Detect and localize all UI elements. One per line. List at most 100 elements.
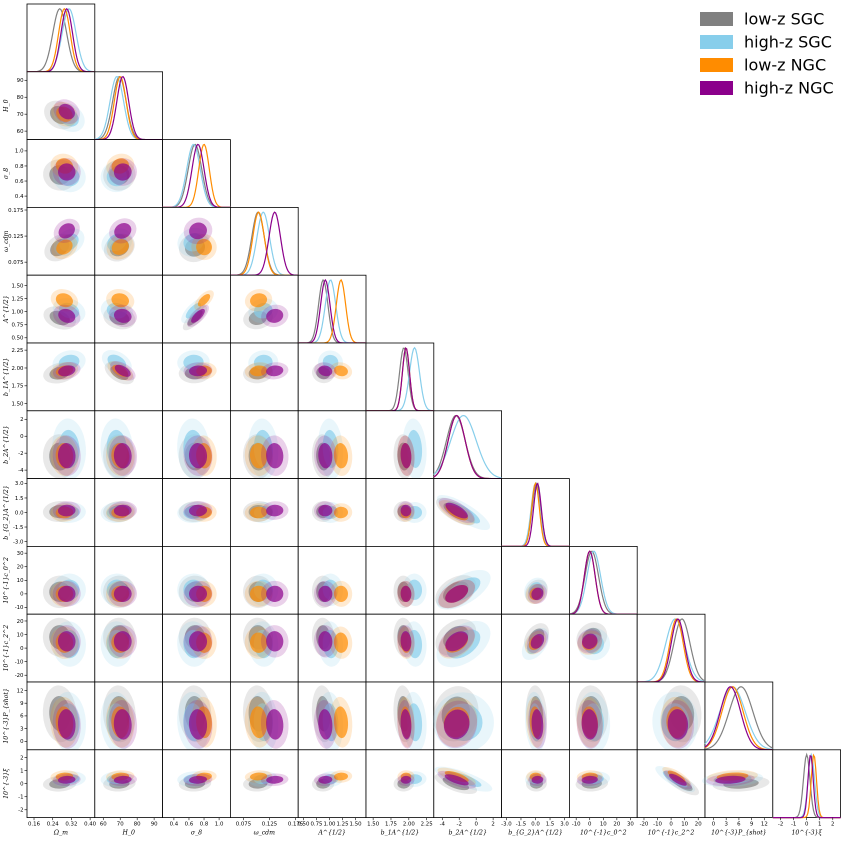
y-tick-label: 0.8 xyxy=(15,164,24,170)
panel-1d-2 xyxy=(162,139,231,208)
contour-68-3 xyxy=(113,585,132,602)
y-tick-label: 10 xyxy=(17,632,24,638)
panel-2d-10-0: 0 3 6 9 12 10^{-3}P_{shot} xyxy=(3,681,96,753)
contour-68-3 xyxy=(400,631,412,652)
contour-68-2 xyxy=(196,238,212,256)
panel-2d-11-7: -3.0 -1.5 0.0 1.5 3.0 b_{G_2}A^{1/2} xyxy=(501,749,570,837)
contour-68-3 xyxy=(114,364,131,377)
contour-68-3 xyxy=(400,585,412,602)
y-tick-label: 2 xyxy=(20,755,23,761)
x-tick-label: 10 xyxy=(681,822,688,828)
contour-68-3 xyxy=(318,443,333,469)
y-tick-label: 1.75 xyxy=(11,384,23,390)
x-tick-label: 6 xyxy=(737,822,741,828)
y-tick-label: 1.50 xyxy=(11,283,24,289)
y-tick-label: 0.075 xyxy=(8,260,23,266)
panel-2d-9-3 xyxy=(229,613,299,683)
legend-label: high-z SGC xyxy=(744,33,832,52)
contour-68-2 xyxy=(334,365,348,377)
panel-2d-11-0: 0.16 0.24 0.32 0.40 Ω_m -2 -1 0 1 2 10^{-3}ξ xyxy=(3,749,97,837)
contour-68-3 xyxy=(443,709,470,740)
contour-68-3 xyxy=(57,443,76,469)
panel-2d-10-5 xyxy=(365,681,435,753)
panel-2d-8-2 xyxy=(162,546,231,615)
y-axis-label: 10^{-1}c_2^2 xyxy=(3,625,10,672)
y-tick-label: 3.0 xyxy=(15,481,24,487)
x-tick-label: 0.0 xyxy=(531,822,540,828)
x-tick-label: 0.8 xyxy=(200,822,209,828)
x-tick-label: 0.16 xyxy=(28,822,41,828)
x-axis-label: 10^{-1}c_0^2 xyxy=(580,830,627,837)
y-tick-label: 0.50 xyxy=(11,336,24,342)
y-tick-label: 0.75 xyxy=(11,323,23,329)
contour-68-2 xyxy=(333,585,349,602)
contour-68-3 xyxy=(531,775,544,784)
contour-68-3 xyxy=(57,775,76,784)
y-tick-label: -20 xyxy=(15,673,24,679)
contour-68-3 xyxy=(57,709,76,740)
contour-68-3 xyxy=(58,365,76,377)
contour-68-2 xyxy=(111,239,129,255)
legend-label: low-z SGC xyxy=(744,10,824,29)
contour-68-3 xyxy=(113,163,132,181)
y-tick-label: 0.4 xyxy=(15,194,24,200)
y-tick-label: -1 xyxy=(18,795,23,801)
panels-layer: 60708090H_00.40.60.81.0σ_80.0750.1250.17… xyxy=(3,3,841,837)
y-tick-label: 0.0 xyxy=(15,510,24,516)
panel-2d-11-5: 1.50 1.75 2.00 2.25b_1A^{1/2} xyxy=(365,749,435,837)
y-tick-label: 9 xyxy=(20,701,24,707)
panel-1d-5 xyxy=(365,342,435,412)
x-axis-label: σ_8 xyxy=(191,830,202,837)
panel-2d-10-3 xyxy=(229,681,299,753)
contour-68-3 xyxy=(400,775,412,784)
y-tick-label: 12 xyxy=(17,688,24,694)
y-tick-label: 1.5 xyxy=(15,496,24,502)
contour-68-2 xyxy=(55,293,73,308)
panel-2d-11-3: 0.075 0.125 0.175 ω_cdm xyxy=(229,749,303,837)
x-tick-label: 1.0 xyxy=(215,822,224,828)
x-tick-label: -4 xyxy=(440,822,446,828)
x-tick-label: 20 xyxy=(695,822,702,828)
contour-68-3 xyxy=(113,709,132,740)
contour-68-2 xyxy=(333,632,349,653)
contour-68-2 xyxy=(333,706,349,739)
panel-2d-7-4 xyxy=(297,478,367,547)
contour-68-2 xyxy=(249,772,268,781)
contour-68-3 xyxy=(400,504,412,517)
legend-swatch xyxy=(700,81,733,95)
contour-68-3 xyxy=(188,504,208,517)
x-axis-label: b_{G_2}A^{1/2} xyxy=(508,830,562,837)
x-tick-label: 3 xyxy=(724,822,727,828)
panel-frame xyxy=(94,410,164,479)
y-axis-label: A^{1/2} xyxy=(3,295,10,324)
panel-2d-1-0: 60 70 80 90 H_0 xyxy=(3,71,96,141)
y-tick-label: 2.25 xyxy=(11,348,23,354)
panel-1d-11: -2 -1 0 1 2 10^{-3}ξ xyxy=(772,749,841,837)
contour-68-2 xyxy=(333,506,349,519)
contour-68-3 xyxy=(715,775,746,784)
contour-68-3 xyxy=(113,775,132,784)
panel-2d-8-5 xyxy=(365,546,435,615)
contour-68-3 xyxy=(113,504,132,517)
contour-68-3 xyxy=(318,504,333,517)
panel-2d-5-0: 1.50 1.75 2.00 2.25b_1A^{1/2} xyxy=(3,342,96,412)
contour-68-3 xyxy=(188,443,208,469)
contour-68-2 xyxy=(56,239,73,255)
panel-2d-6-0: -4 -2 0 2 b_2A^{1/2} xyxy=(3,410,96,480)
x-tick-label: 1 xyxy=(818,822,821,828)
x-tick-label: 0 xyxy=(805,822,809,828)
panel-frame xyxy=(636,749,706,818)
contour-68-3 xyxy=(444,774,469,786)
x-tick-label: 3.0 xyxy=(560,822,569,828)
contour-68-2 xyxy=(333,772,348,781)
panel-1d-4 xyxy=(297,274,367,344)
contour-68-3 xyxy=(58,308,76,323)
panel-2d-5-1 xyxy=(94,342,164,412)
panel-2d-9-1 xyxy=(94,613,164,683)
x-tick-label: 1.50 xyxy=(350,822,363,828)
y-tick-label: 1 xyxy=(20,768,23,774)
y-tick-label: -1.5 xyxy=(13,525,24,531)
panel-1d-8 xyxy=(569,546,638,615)
x-tick-label: 0 xyxy=(669,822,673,828)
